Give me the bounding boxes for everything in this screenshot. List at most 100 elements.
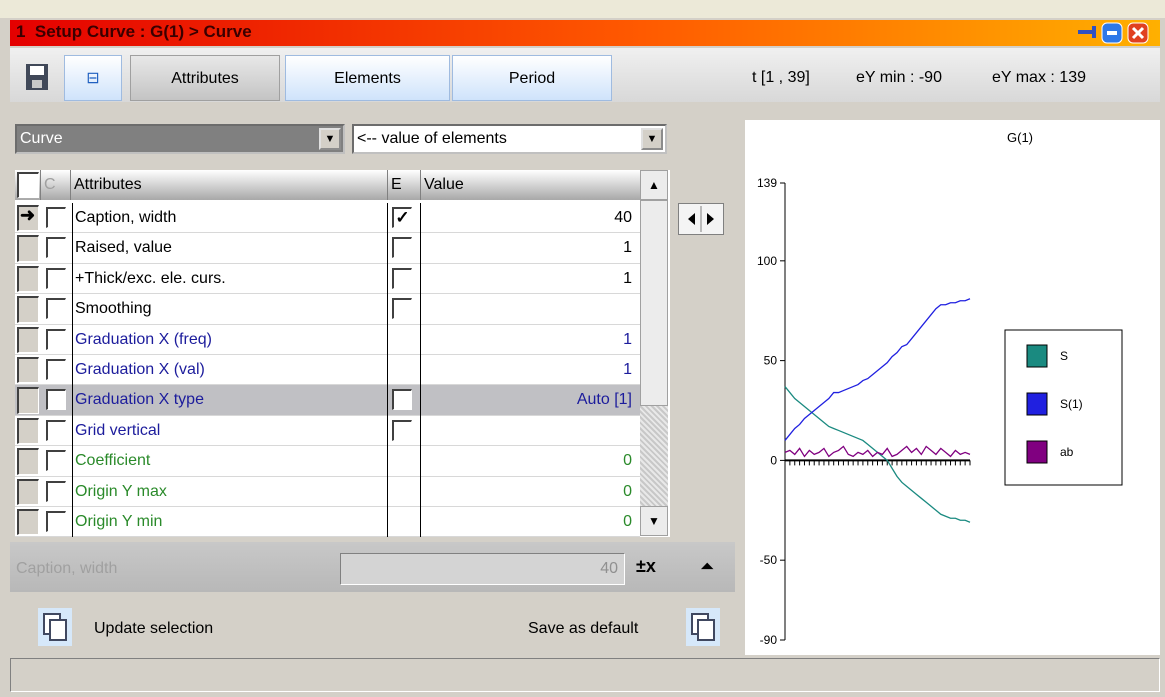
column-header: E — [387, 170, 420, 200]
e-checkbox[interactable]: ✓ — [392, 207, 412, 228]
clear-button[interactable]: ±x — [636, 556, 656, 576]
series-line — [784, 445, 971, 458]
y-tick-label: 0 — [770, 453, 777, 467]
e-checkbox[interactable] — [392, 237, 412, 259]
c-checkbox[interactable] — [46, 359, 66, 380]
save-default-icon[interactable] — [686, 608, 720, 646]
dropdown-arrow[interactable]: ▼ — [641, 128, 663, 150]
e-column — [387, 385, 388, 416]
dropdown[interactable]: <-- value of elements ▼ — [352, 124, 667, 154]
attribute-label: Caption, width — [72, 203, 384, 234]
row-header — [17, 478, 39, 505]
value-cell: Auto [1] — [576, 391, 632, 409]
legend-swatch — [1026, 440, 1048, 464]
attribute-label: Raised, value — [72, 233, 384, 264]
e-column — [387, 294, 388, 325]
e-column — [387, 233, 388, 264]
attribute-label: Origin Y min — [72, 507, 384, 538]
save-default-button[interactable]: Save as default — [528, 620, 639, 637]
scroll-down[interactable]: ▼ — [640, 506, 668, 536]
c-checkbox[interactable] — [46, 237, 66, 259]
c-checkbox[interactable] — [46, 419, 66, 441]
row-header — [17, 265, 39, 293]
legend — [1004, 329, 1123, 486]
splitter-button[interactable] — [678, 203, 724, 235]
y-tick-label: -50 — [760, 553, 778, 567]
row-line — [15, 445, 640, 447]
dropdown-arrow[interactable]: ▼ — [319, 128, 341, 150]
tab[interactable]: Period — [452, 55, 612, 101]
e-column — [387, 203, 388, 234]
scroll-thumb[interactable] — [640, 200, 668, 406]
info-text: t [1 , 39] — [752, 69, 810, 86]
editor-label: Caption, width — [16, 560, 118, 577]
row-line — [15, 536, 640, 538]
e-checkbox[interactable] — [392, 389, 412, 411]
y-tick-label: -90 — [760, 633, 778, 647]
c-checkbox[interactable] — [46, 450, 66, 472]
minimize-button[interactable] — [1101, 22, 1123, 44]
current-row-arrow: ➜ — [20, 205, 36, 225]
info-text: eY min : -90 — [856, 69, 942, 86]
update-button[interactable]: Update selection — [94, 620, 214, 637]
e-checkbox[interactable] — [392, 419, 412, 441]
row-line — [15, 232, 640, 234]
scroll-up[interactable]: ▲ — [640, 170, 668, 200]
e-column — [387, 507, 388, 538]
dropdown[interactable]: Curve ▼ — [15, 124, 345, 154]
value-column — [420, 355, 421, 386]
legend-label: S(1) — [1060, 397, 1083, 411]
value-column — [420, 385, 421, 416]
column-header: Value — [420, 170, 640, 200]
column-header: C — [40, 170, 68, 200]
value-column — [420, 324, 421, 355]
c-checkbox[interactable] — [46, 511, 66, 532]
value-cell: 0 — [623, 482, 632, 500]
attribute-label: Grid vertical — [72, 415, 384, 447]
tab[interactable]: Attributes — [130, 55, 280, 101]
value-column — [420, 203, 421, 234]
row-header — [17, 326, 39, 353]
attribute-label: Smoothing — [72, 294, 384, 325]
row-header — [17, 296, 39, 323]
top-button[interactable]: ⏶ — [700, 556, 715, 576]
value-column — [420, 476, 421, 507]
c-checkbox[interactable] — [46, 480, 66, 502]
e-column — [387, 415, 388, 447]
attribute-label: Graduation X (freq) — [72, 324, 384, 355]
collapse-button[interactable]: ⊟ — [64, 55, 122, 101]
row-line — [15, 506, 640, 507]
attribute-label: Coefficient — [72, 446, 384, 477]
update-icon[interactable] — [38, 608, 72, 646]
value-cell: 1 — [623, 361, 632, 378]
row-highlight — [15, 385, 640, 416]
row-line — [15, 323, 640, 325]
e-checkbox[interactable] — [392, 298, 412, 320]
row-header — [17, 357, 39, 384]
row-header — [17, 387, 39, 414]
e-checkbox[interactable] — [392, 267, 412, 289]
c-checkbox[interactable] — [46, 298, 66, 320]
window-controls — [1078, 22, 1149, 44]
value-cell: 0 — [623, 452, 632, 470]
c-checkbox[interactable] — [46, 267, 66, 289]
value-column — [420, 415, 421, 447]
status-bar — [10, 658, 1160, 692]
row-line — [15, 293, 640, 295]
editor-input[interactable]: 40 — [340, 553, 625, 585]
row-line — [15, 475, 640, 477]
tab[interactable]: Elements — [285, 55, 450, 101]
close-button[interactable] — [1127, 22, 1149, 44]
series-line — [784, 386, 971, 523]
chart: G(1) -90 -50 0 50 100 139 S S(1) ab — [745, 120, 1160, 655]
c-checkbox[interactable] — [46, 389, 66, 411]
c-checkbox[interactable] — [46, 328, 66, 350]
e-column — [387, 355, 388, 386]
pin-button[interactable] — [1078, 26, 1096, 38]
save-icon[interactable] — [24, 62, 54, 92]
attribute-label: +Thick/exc. ele. curs. — [72, 263, 384, 295]
title: 1 Setup Curve : G(1) > Curve — [16, 22, 252, 41]
c-checkbox[interactable] — [46, 207, 66, 228]
row-header — [17, 509, 39, 536]
